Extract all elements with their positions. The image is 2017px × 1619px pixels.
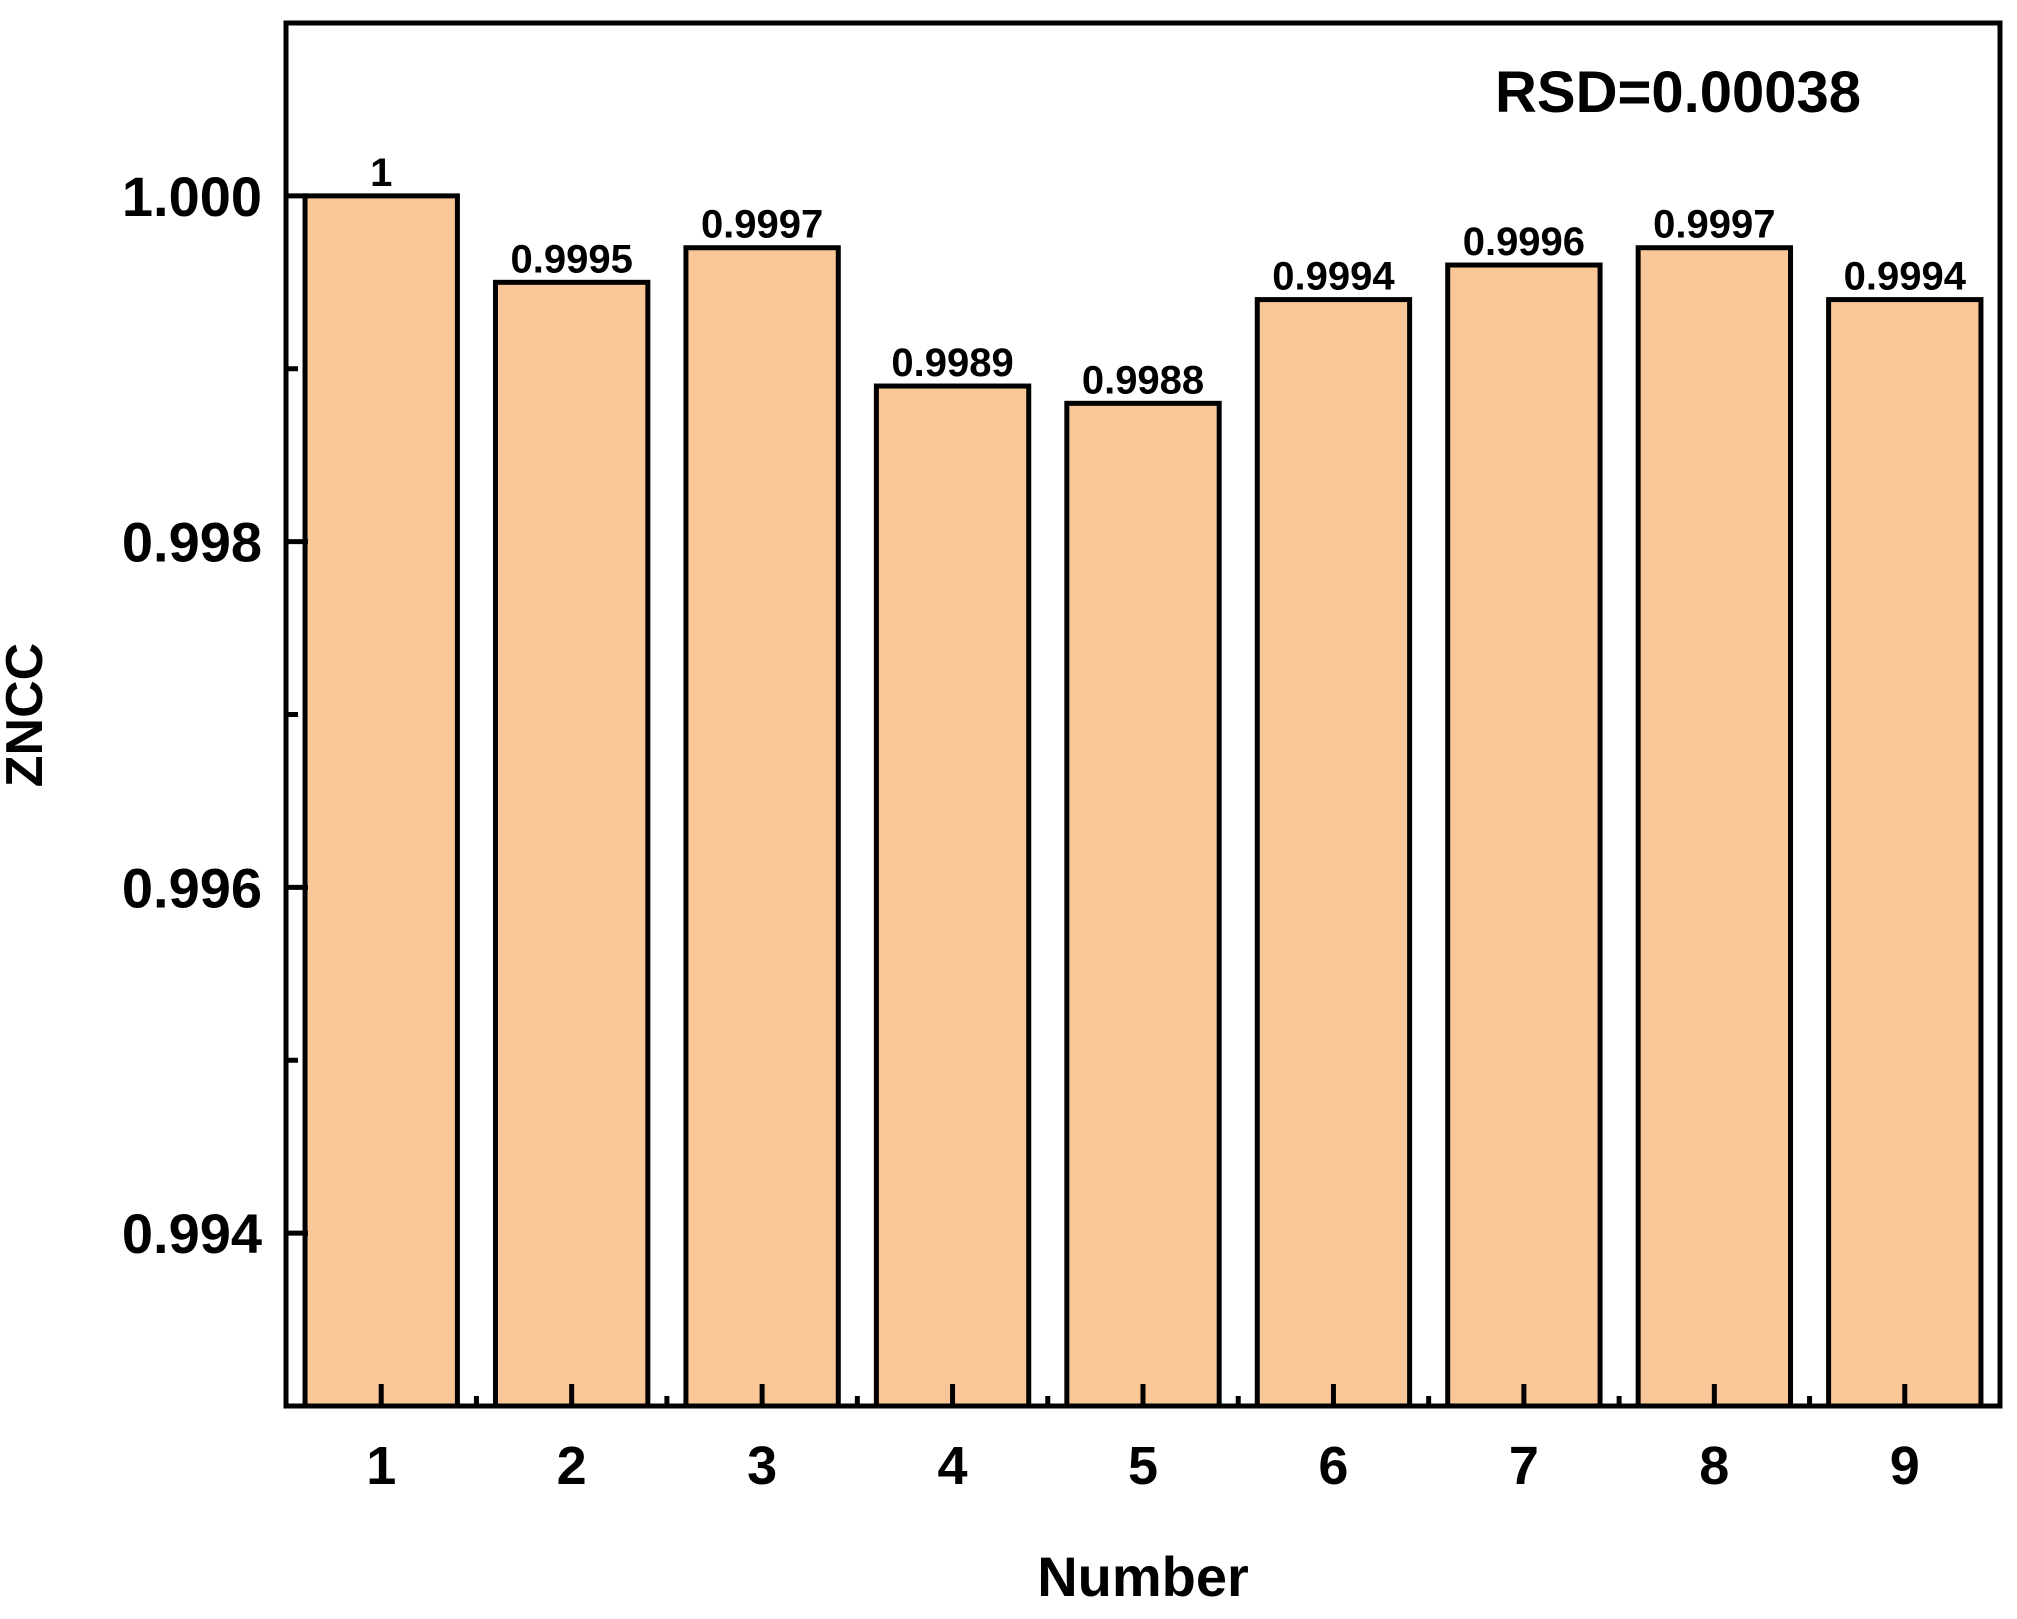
bar-8 bbox=[1635, 245, 1794, 1409]
bar-1 bbox=[302, 193, 460, 1409]
y-tick-label-1.000: 1.000 bbox=[122, 165, 262, 228]
bar-4 bbox=[873, 383, 1032, 1409]
y-axis-title: ZNCC bbox=[0, 643, 54, 787]
bar-6 bbox=[1254, 297, 1413, 1409]
x-tick-label-4: 4 bbox=[938, 1436, 968, 1496]
bar-7 bbox=[1445, 262, 1603, 1409]
data-label-1: 1 bbox=[370, 151, 392, 195]
x-tick-label-6: 6 bbox=[1318, 1436, 1348, 1496]
data-label-5: 0.9988 bbox=[1082, 358, 1204, 402]
x-axis-title: Number bbox=[1037, 1545, 1249, 1608]
data-label-9: 0.9994 bbox=[1844, 255, 1967, 299]
bar-3 bbox=[683, 245, 841, 1409]
x-tick-label-7: 7 bbox=[1509, 1436, 1539, 1496]
x-tick-label-9: 9 bbox=[1890, 1436, 1920, 1496]
plot-frame bbox=[283, 20, 2003, 1409]
x-tick-label-2: 2 bbox=[557, 1436, 587, 1496]
x-tick-label-3: 3 bbox=[747, 1436, 777, 1496]
data-label-8: 0.9997 bbox=[1653, 203, 1775, 247]
data-label-3: 0.9997 bbox=[701, 203, 823, 247]
bar-5 bbox=[1064, 400, 1222, 1409]
y-tick-label-0.994: 0.994 bbox=[122, 1202, 262, 1265]
x-tick-label-1: 1 bbox=[366, 1436, 396, 1496]
y-tick-label-0.996: 0.996 bbox=[122, 856, 262, 919]
data-label-4: 0.9989 bbox=[891, 341, 1013, 385]
data-label-6: 0.9994 bbox=[1272, 255, 1395, 299]
bar-9 bbox=[1826, 297, 1984, 1409]
rsd-annotation: RSD=0.00038 bbox=[1495, 60, 1861, 125]
x-tick-label-5: 5 bbox=[1128, 1436, 1158, 1496]
bars-layer: 1 0.9995 0.9997 0.9989 0.9988 0.9994 0.9996 0.9… bbox=[302, 151, 1984, 1409]
data-label-7: 0.9996 bbox=[1463, 220, 1585, 264]
y-tick-label-0.998: 0.998 bbox=[122, 511, 262, 574]
data-label-2: 0.9995 bbox=[510, 237, 632, 281]
x-tick-label-8: 8 bbox=[1699, 1436, 1729, 1496]
bar-2 bbox=[492, 279, 651, 1409]
ticks-layer: 1 2 3 4 5 6 7 8 9 0.994 0.996 0.998 1.000 bbox=[122, 165, 1920, 1496]
